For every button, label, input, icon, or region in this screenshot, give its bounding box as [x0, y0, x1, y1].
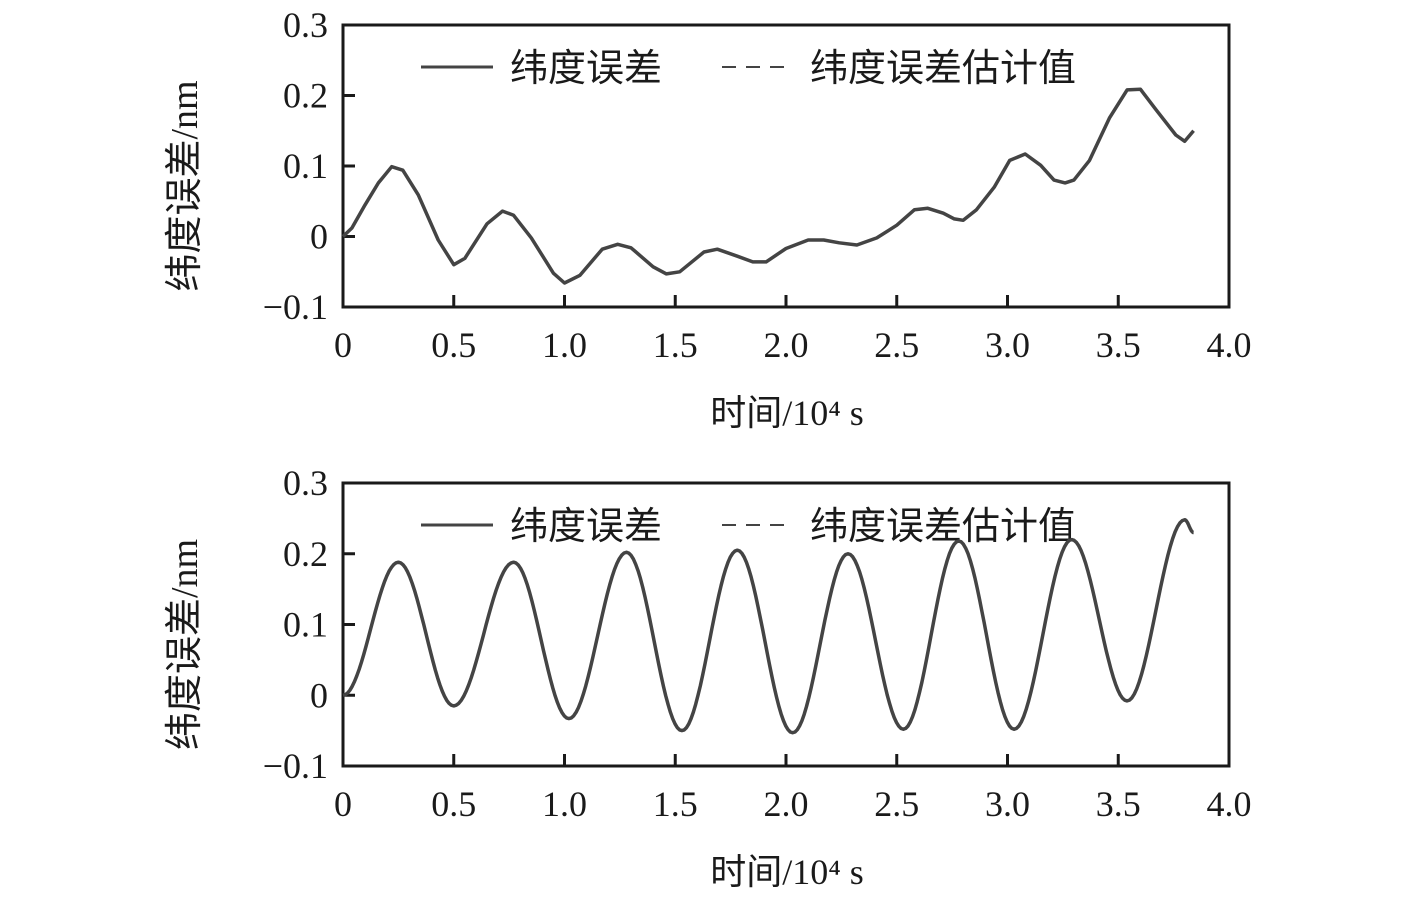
- x-tick-label: 1.0: [542, 784, 587, 824]
- x-tick-label: 0: [334, 325, 352, 365]
- y-tick-label: −0.1: [263, 746, 328, 786]
- series-line-0: [341, 87, 1195, 285]
- x-tick-label: 4.0: [1207, 325, 1252, 365]
- x-tick-label: 4.0: [1207, 784, 1252, 824]
- y-tick-label: 0.3: [283, 463, 328, 503]
- legend-label: 纬度误差估计值: [810, 506, 1076, 548]
- x-tick-label: 1.5: [653, 325, 698, 365]
- x-tick-label: 0: [334, 784, 352, 824]
- y-tick-label: 0.1: [283, 605, 328, 645]
- legend-label: 纬度误差估计值: [810, 48, 1076, 90]
- y-axis-label: 纬度误差/nm: [164, 539, 206, 750]
- y-tick-label: 0.3: [283, 5, 328, 45]
- chart-panel-1: 0 0.5 1.0 1.5 2.0 2.5 3.0 3.5 4.0−0.100.10.20.3时…: [164, 5, 1252, 433]
- y-tick-label: 0: [310, 675, 328, 715]
- x-axis-label: 时间/10⁴ s: [710, 393, 864, 433]
- x-tick-label: 3.5: [1096, 784, 1141, 824]
- x-tick-label: 3.5: [1096, 325, 1141, 365]
- x-axis-label: 时间/10⁴ s: [710, 852, 864, 892]
- chart-panel-2: 0 0.5 1.0 1.5 2.0 2.5 3.0 3.5 4.0−0.100.10.20.3时…: [164, 463, 1252, 892]
- x-tick-label: 2.0: [764, 325, 809, 365]
- x-tick-label: 1.5: [653, 784, 698, 824]
- x-tick-label: 2.0: [764, 784, 809, 824]
- y-tick-label: 0.2: [283, 534, 328, 574]
- y-tick-label: 0.1: [283, 146, 328, 186]
- y-tick-label: 0: [310, 217, 328, 257]
- y-tick-label: 0.2: [283, 76, 328, 116]
- legend-label: 纬度误差: [510, 48, 662, 90]
- x-tick-label: 2.5: [874, 325, 919, 365]
- y-axis-label: 纬度误差/nm: [164, 80, 206, 291]
- legend-label: 纬度误差: [510, 506, 662, 548]
- x-tick-label: 2.5: [874, 784, 919, 824]
- x-tick-label: 0.5: [431, 325, 476, 365]
- x-tick-label: 1.0: [542, 325, 587, 365]
- x-tick-label: 0.5: [431, 784, 476, 824]
- x-tick-label: 3.0: [985, 325, 1030, 365]
- x-tick-label: 3.0: [985, 784, 1030, 824]
- series-line-0: [342, 518, 1195, 735]
- y-tick-label: −0.1: [263, 287, 328, 327]
